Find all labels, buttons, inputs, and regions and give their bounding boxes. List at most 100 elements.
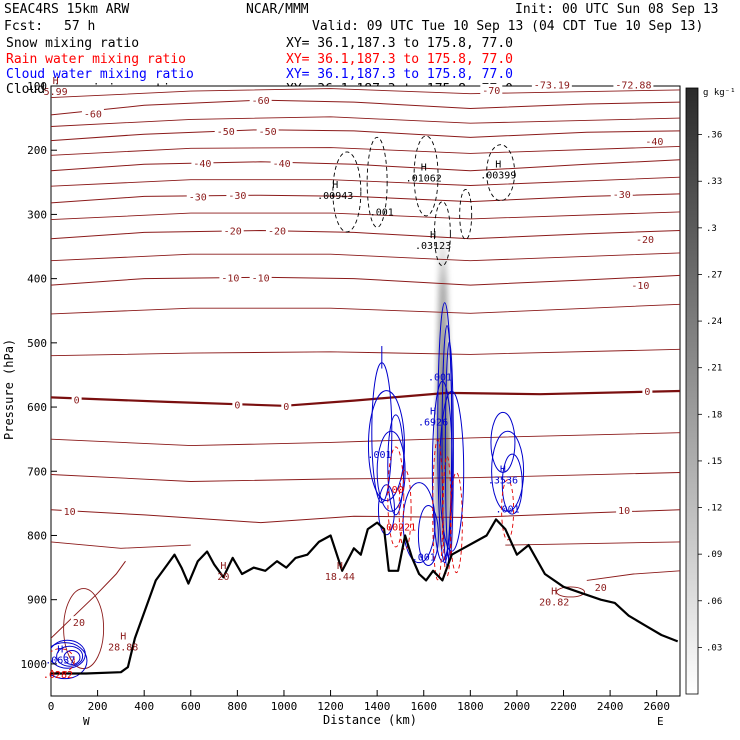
extremum-value-9: .03123 <box>415 241 451 252</box>
isotherm-3 <box>51 159 680 172</box>
y-tick-label-0: 100 <box>27 80 47 93</box>
axes: 0 200 400 600 800 1000 1200 1400 1600 1800 2000 220… <box>21 80 670 713</box>
isotherm-minor-4 <box>51 211 680 221</box>
extremum-value-2: 28.88 <box>108 642 138 653</box>
colorbar-unit: g kg⁻¹ <box>703 88 736 98</box>
x-tick-label-2: 400 <box>134 700 154 713</box>
isotherm-label-7: -40 <box>193 159 211 170</box>
extremum-marker-7: H <box>495 159 501 170</box>
isotherm-label-bg-19 <box>71 393 82 405</box>
isotherm-label-bg-11 <box>226 189 249 201</box>
isotherm-label-23: 10 <box>64 507 76 518</box>
isotherm-2 <box>51 129 680 142</box>
cloudwater-contour-12 <box>402 482 436 564</box>
isotherm-minor-3 <box>51 176 680 187</box>
center-name: NCAR/MMM <box>246 2 309 17</box>
extremum-value-10: .001 <box>428 373 452 384</box>
x-tick-label-7: 1400 <box>364 700 391 713</box>
x-axis-title: Distance (km) <box>323 713 417 727</box>
isotherm-4 <box>51 193 680 204</box>
rain-contour-4 <box>449 472 463 574</box>
extremum-value-6: .01062 <box>406 174 442 185</box>
isotherm-label-bg-21 <box>281 399 292 411</box>
extremum-value-3: 20.82 <box>539 597 569 608</box>
field-cloudwater-xy: XY= 36.1,187.3 to 175.8, 77.0 <box>286 67 513 82</box>
cloudwater-contour-14 <box>377 484 395 536</box>
isotherm-label-21: 0 <box>283 402 289 413</box>
east-end-label: E <box>657 715 664 728</box>
isotherm-label-bg-4 <box>81 107 104 119</box>
extremum-marker-13: H <box>500 464 506 475</box>
extremum-value-11: .6926 <box>418 418 448 429</box>
extremum-marker-5: H <box>332 180 338 191</box>
snow-contour-0 <box>332 151 362 233</box>
isotherm-label-bg-13 <box>221 224 244 236</box>
isotherm-label-18: -10 <box>631 281 649 292</box>
isotherm-label-bg-16 <box>219 271 242 283</box>
isotherm-label-17: -10 <box>252 273 270 284</box>
snow-contour-2 <box>413 135 439 217</box>
forecast-hours: 57 h <box>64 19 95 34</box>
isotherm-label-16: -10 <box>221 273 239 284</box>
x-tick-label-1: 200 <box>88 700 108 713</box>
isotherm-label-bg-7 <box>191 157 214 169</box>
isotherm-1 <box>51 99 680 116</box>
extremum-value-1: 18.44 <box>325 572 355 583</box>
isotherm-label-6: -50 <box>259 127 277 138</box>
isotherm-label-25: 20 <box>73 618 85 629</box>
colorbar-label-8: .27 <box>706 270 722 280</box>
isotherm-label-bg-14 <box>265 224 288 236</box>
isotherm-label-bg-1 <box>531 78 572 90</box>
init-time: Init: 00 UTC Sun 08 Sep 13 <box>515 2 719 17</box>
y-tick-label-9: 1000 <box>21 658 48 671</box>
cloudwater-contour-13 <box>417 504 439 566</box>
x-tick-label-10: 2000 <box>504 700 531 713</box>
x-tick-label-11: 2200 <box>550 700 577 713</box>
isotherm-label-15: -20 <box>636 235 654 246</box>
rain-contour-5 <box>501 479 515 541</box>
colorbar-label-4: .15 <box>706 457 722 467</box>
extremum-value-16: .00 <box>386 485 404 496</box>
field-snow-name: Snow mixing ratio <box>6 36 139 51</box>
x-tick-label-12: 2400 <box>597 700 624 713</box>
temperature-contours <box>51 88 680 670</box>
isotherm-label-bg-18 <box>629 279 652 291</box>
isotherm-minor-11 <box>505 541 680 546</box>
isotherm-minor-2 <box>51 145 680 156</box>
isotherm-6 <box>51 274 680 286</box>
rain-contour-3 <box>442 455 452 577</box>
west-end-label: W <box>83 715 90 728</box>
isotherm-label-bg-9 <box>643 135 666 147</box>
isotherm-label-1: -73.19 <box>534 81 570 92</box>
cloudwater-contour-2 <box>376 430 406 512</box>
isotherm-label-bg-25 <box>70 616 87 628</box>
cloudwater-contour-11 <box>501 453 523 515</box>
isotherm-label-0: -70 <box>482 86 500 97</box>
isotherm-label-bg-15 <box>634 232 657 244</box>
extremum-value-13: .3536 <box>488 475 518 486</box>
isotherm-label-bg-0 <box>480 83 503 95</box>
isotherm-label-bg-12 <box>610 187 633 199</box>
isotherm-label-bg-24 <box>616 503 633 515</box>
colorbar-label-7: .24 <box>706 317 722 327</box>
isotherm-label-bg-6 <box>256 124 279 136</box>
x-tick-label-9: 1800 <box>457 700 484 713</box>
isotherm-label-bg-22 <box>642 385 653 396</box>
x-tick-label-4: 800 <box>227 700 247 713</box>
extremum-marker-0: H <box>220 561 226 572</box>
rain-contour-0 <box>387 446 405 548</box>
x-tick-label-8: 1600 <box>410 700 437 713</box>
extremum-value-7: .00399 <box>480 170 516 181</box>
extremum-marker-3: H <box>551 586 557 597</box>
isotherm-minor-9 <box>51 472 680 482</box>
isotherm-label-11: -30 <box>228 191 246 202</box>
colorbar-label-0: .03 <box>706 643 722 653</box>
y-tick-label-2: 300 <box>27 208 47 221</box>
extremum-marker-1: H <box>337 561 343 572</box>
cloudwater-west-3 <box>51 642 88 680</box>
x-tick-label-0: 0 <box>48 700 55 713</box>
isotherm-label-14: -20 <box>268 226 286 237</box>
cloudwater-west-1 <box>56 645 84 667</box>
snow-contour-1 <box>366 136 388 228</box>
